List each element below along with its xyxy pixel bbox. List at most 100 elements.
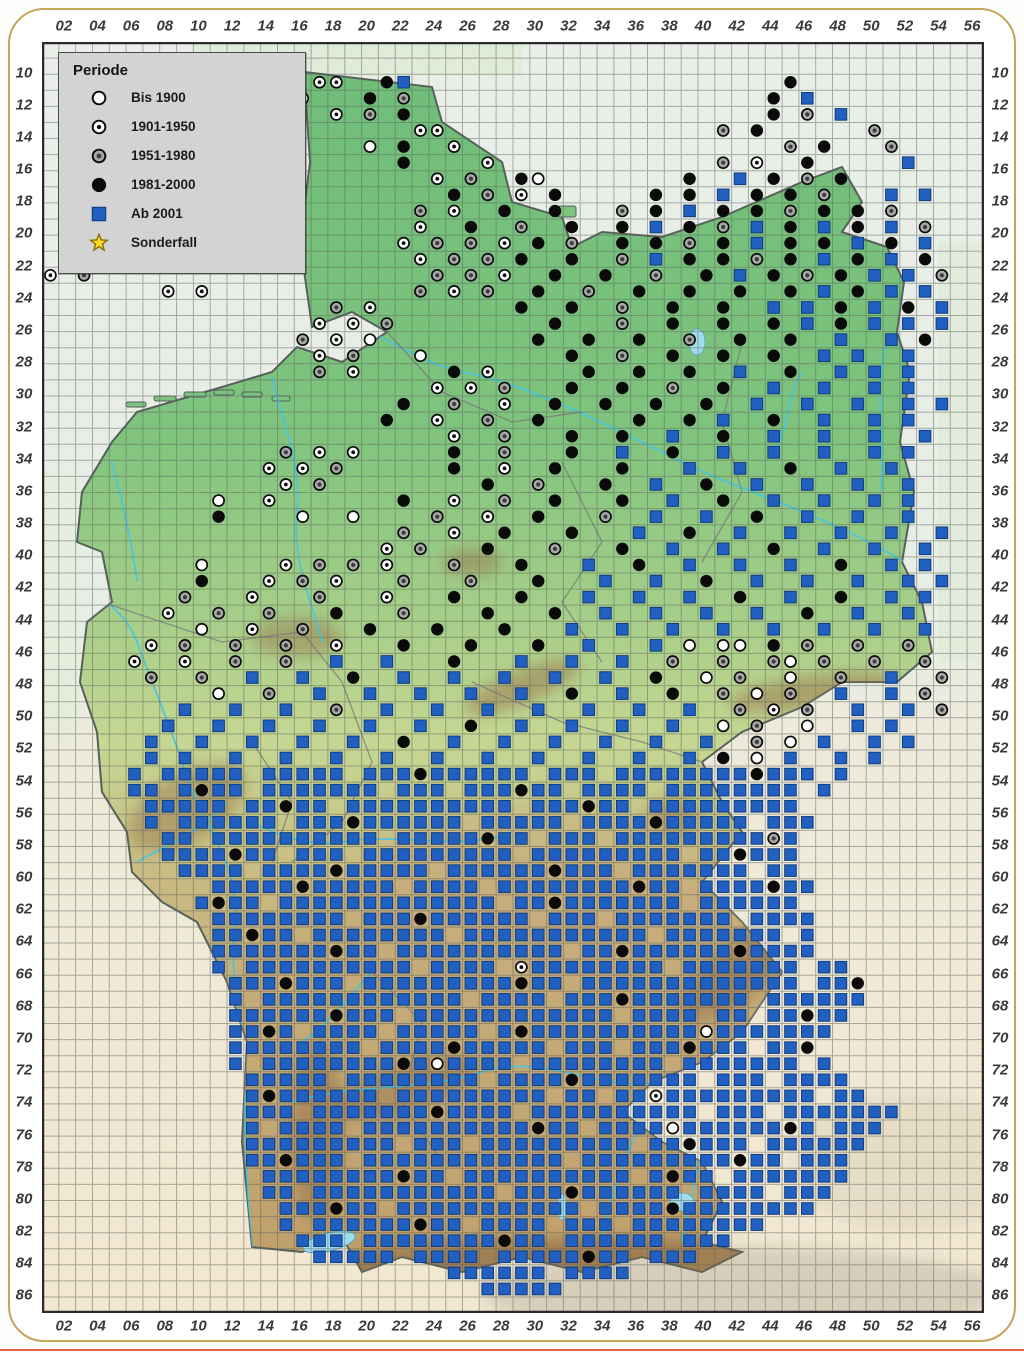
axis-tick-label: 40 <box>15 546 33 564</box>
record-symbol-b <box>414 944 427 958</box>
axis-tick-label: 22 <box>991 257 1009 275</box>
record-symbol-b <box>296 944 310 958</box>
record-symbol-b <box>346 1250 360 1264</box>
record-symbol-k <box>801 606 814 620</box>
circle-dot-icon <box>91 119 107 134</box>
record-symbol-g <box>834 671 848 684</box>
record-symbol-b <box>330 993 343 1006</box>
record-symbol-b <box>279 1137 293 1151</box>
axis-tick-label: 28 <box>15 353 33 371</box>
record-symbol-b <box>716 912 730 926</box>
record-symbol-b <box>380 1073 394 1087</box>
record-symbol-b <box>330 751 343 765</box>
record-symbol-b <box>548 1137 562 1151</box>
record-symbol-b <box>414 1186 427 1199</box>
legend-item-label: Sonderfall <box>131 235 198 250</box>
legend-item-circle-open: Bis 1900 <box>89 83 305 112</box>
record-symbol-b <box>649 1009 663 1022</box>
record-symbol-d <box>313 317 326 330</box>
record-symbol-b <box>615 1089 629 1103</box>
record-symbol-b <box>649 832 663 845</box>
record-symbol-b <box>885 719 898 733</box>
record-symbol-b <box>330 816 343 829</box>
record-symbol-k <box>717 236 730 250</box>
record-symbol-b <box>548 1202 562 1215</box>
axis-tick-label: 64 <box>15 932 33 950</box>
record-symbol-k <box>498 623 511 636</box>
record-symbol-b <box>851 719 865 733</box>
record-symbol-b <box>313 880 326 894</box>
record-symbol-b <box>145 816 158 829</box>
record-symbol-b <box>229 1025 242 1038</box>
record-symbol-k <box>515 590 528 604</box>
record-symbol-b <box>380 1170 394 1183</box>
record-symbol-b <box>582 751 595 765</box>
record-symbol-b <box>767 1025 780 1038</box>
record-symbol-b <box>262 816 276 829</box>
axis-tick-label: 72 <box>15 1061 33 1079</box>
axis-tick-label: 14 <box>991 128 1009 146</box>
record-symbol-b <box>161 767 175 781</box>
record-symbol-k <box>750 188 764 202</box>
record-symbol-k <box>599 478 612 491</box>
axis-tick-label: 48 <box>829 1317 846 1335</box>
record-symbol-g <box>447 252 461 266</box>
record-symbol-b <box>632 993 646 1006</box>
record-symbol-b <box>178 816 192 829</box>
record-symbol-b <box>481 767 495 781</box>
record-symbol-b <box>599 944 612 958</box>
record-symbol-b <box>481 960 495 974</box>
record-symbol-b <box>649 1186 663 1199</box>
record-symbol-b <box>885 590 898 604</box>
record-symbol-b <box>834 526 848 540</box>
record-symbol-b <box>683 1234 696 1248</box>
record-symbol-b <box>767 993 780 1006</box>
record-symbol-b <box>615 1137 629 1151</box>
record-symbol-b <box>481 1057 495 1071</box>
record-symbol-b <box>515 816 528 829</box>
record-symbol-b <box>464 912 478 926</box>
record-symbol-k <box>632 413 646 427</box>
record-symbol-b <box>632 703 646 717</box>
record-symbol-b <box>548 848 562 861</box>
record-symbol-k <box>616 462 629 475</box>
record-symbol-b <box>801 1202 814 1215</box>
record-symbol-b <box>262 1105 276 1119</box>
record-symbol-d <box>313 349 326 363</box>
record-symbol-b <box>784 799 797 813</box>
record-symbol-b <box>834 960 848 974</box>
record-symbol-k <box>918 333 932 346</box>
record-symbol-b <box>666 816 680 829</box>
record-symbol-b <box>430 928 444 942</box>
record-symbol-k <box>481 542 494 556</box>
record-symbol-b <box>599 1250 612 1264</box>
record-symbol-w <box>784 735 797 749</box>
record-symbol-b <box>632 912 646 926</box>
star-yellow-icon <box>89 232 109 252</box>
record-symbol-b <box>498 832 511 845</box>
record-symbol-b <box>885 188 898 202</box>
record-symbol-g <box>615 349 629 363</box>
record-symbol-b <box>498 1137 511 1151</box>
record-symbol-b <box>683 799 696 813</box>
record-symbol-k <box>632 365 646 379</box>
axis-tick-label: 08 <box>156 1317 174 1335</box>
record-symbol-b <box>245 960 259 974</box>
record-symbol-b <box>683 912 696 926</box>
axis-tick-label: 80 <box>991 1190 1009 1208</box>
record-symbol-b <box>716 1202 730 1215</box>
record-symbol-b <box>649 896 663 910</box>
record-symbol-b <box>346 735 360 749</box>
record-symbol-b <box>447 1105 461 1119</box>
record-symbol-g <box>716 156 730 170</box>
record-symbol-b <box>548 928 562 942</box>
record-symbol-k <box>649 236 663 250</box>
record-symbol-b <box>599 976 612 990</box>
record-symbol-b <box>885 558 898 572</box>
axis-tick-label: 56 <box>963 17 981 35</box>
record-symbol-b <box>447 1025 461 1038</box>
record-symbol-k <box>649 671 663 684</box>
record-symbol-k <box>851 220 864 234</box>
record-symbol-b <box>481 944 495 958</box>
record-symbol-k <box>834 317 848 330</box>
